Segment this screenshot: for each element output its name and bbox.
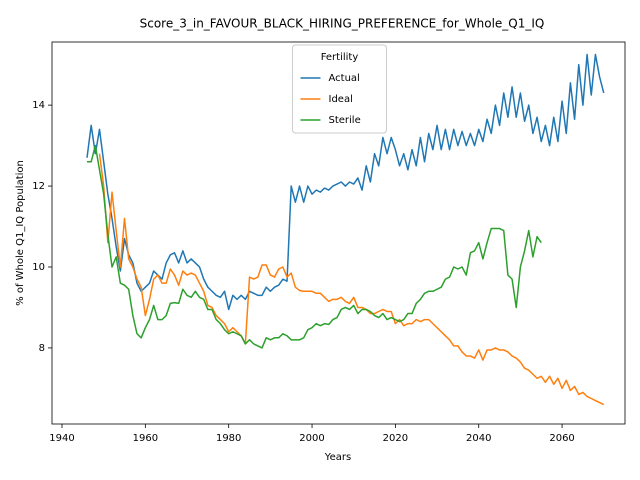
series-line — [86, 53, 605, 311]
x-tick-label: 2060 — [549, 433, 574, 444]
y-tick-label: 8 — [39, 343, 45, 354]
x-tick-label: 1980 — [216, 433, 241, 444]
x-tick-label: 2040 — [466, 433, 491, 444]
x-tick-label: 2020 — [383, 433, 408, 444]
x-tick-label: 2000 — [299, 433, 324, 444]
legend-label: Actual — [329, 73, 360, 84]
series-line — [87, 144, 542, 349]
x-tick-label: 1940 — [49, 433, 74, 444]
legend-label: Sterile — [329, 115, 361, 126]
y-tick-label: 10 — [32, 262, 45, 273]
legend: Fertility Actual Ideal Sterile — [292, 44, 387, 134]
series-line — [98, 153, 605, 406]
legend-label: Ideal — [329, 94, 353, 105]
chart-title: Score_3_in_FAVOUR_BLACK_HIRING_PREFERENC… — [140, 17, 545, 31]
legend-box — [292, 44, 387, 134]
x-tick-label: 1960 — [133, 433, 158, 444]
y-tick-label: 14 — [32, 100, 45, 111]
plot-frame — [51, 41, 626, 425]
legend-title: Fertility — [321, 52, 359, 63]
x-axis-label: Years — [324, 452, 351, 463]
y-axis-label: % of Whole Q1_IQ Population — [15, 160, 26, 306]
y-tick-label: 12 — [32, 181, 45, 192]
